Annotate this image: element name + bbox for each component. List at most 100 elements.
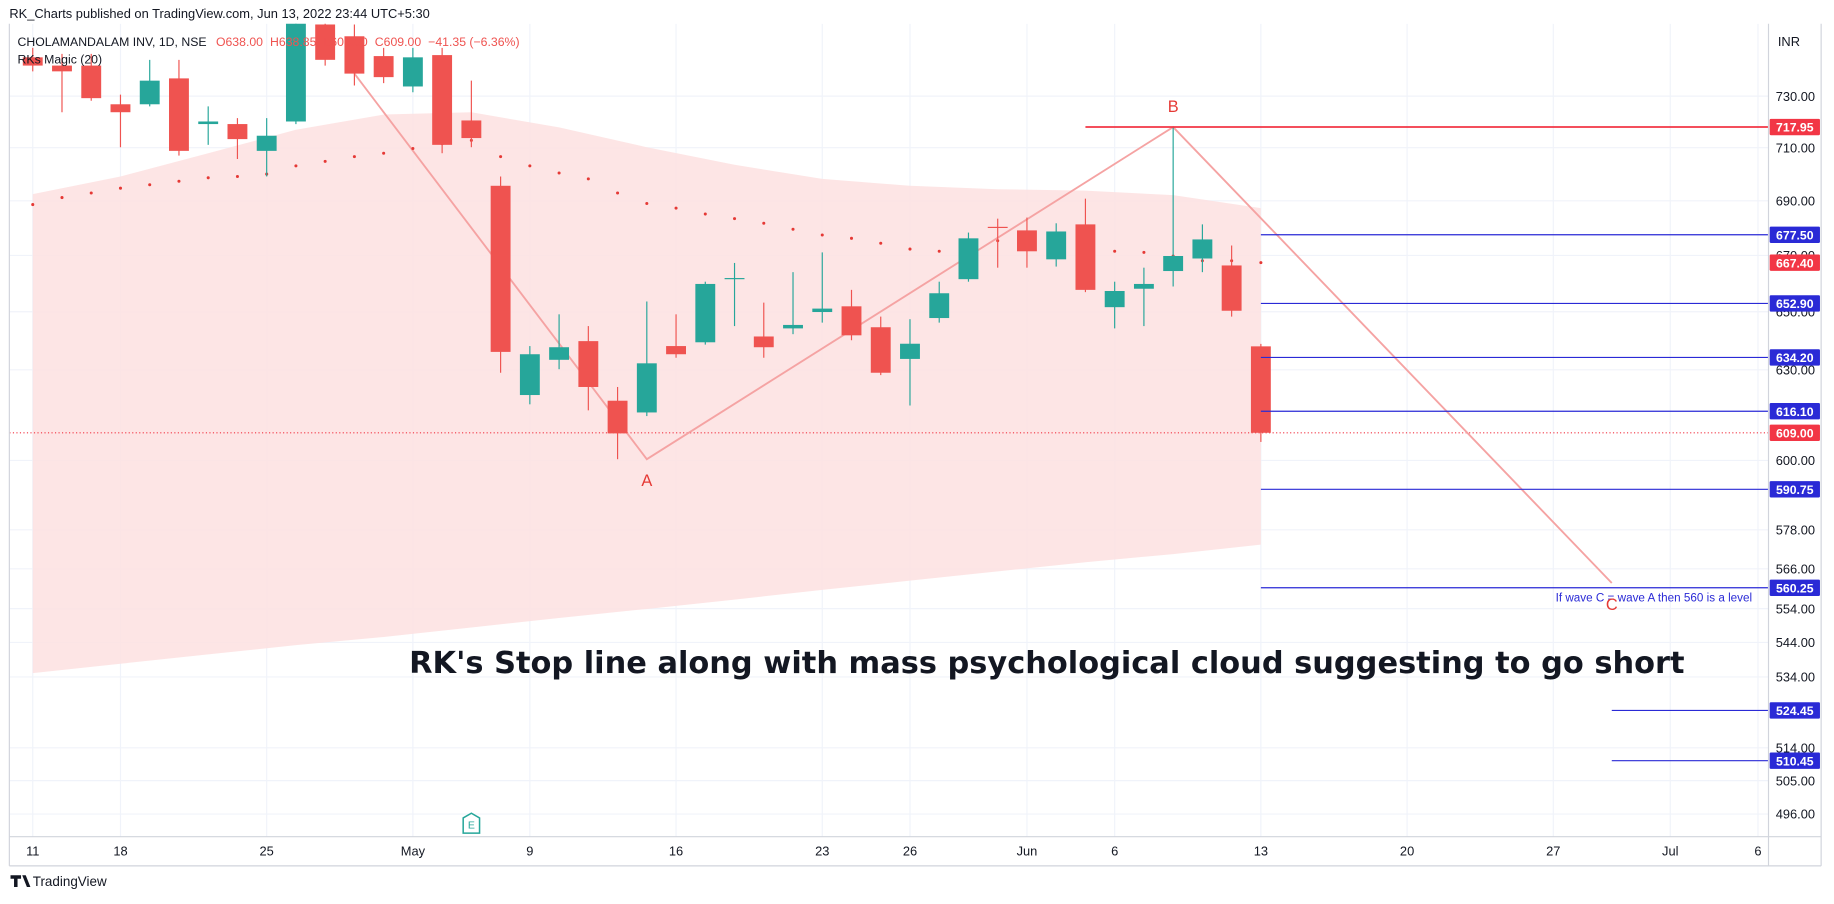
stop-dot <box>89 191 93 195</box>
candle-body <box>929 293 950 319</box>
x-tick-label: 27 <box>1546 843 1560 858</box>
stop-dot <box>557 171 561 175</box>
stop-dot <box>294 164 298 168</box>
y-tick-label: 566.00 <box>1776 561 1815 576</box>
candle-body <box>900 343 920 359</box>
candle-body <box>432 55 453 145</box>
candle-body <box>753 336 774 348</box>
candle-body <box>461 120 482 139</box>
x-tick-label: 9 <box>526 843 533 858</box>
earnings-badge <box>462 812 481 834</box>
price-badge <box>1769 254 1820 271</box>
y-tick-label: 710.00 <box>1776 140 1815 155</box>
stop-dot <box>674 206 678 210</box>
annotation: RK's Stop line along with mass psycholog… <box>409 646 1684 681</box>
stop-dot <box>31 203 35 207</box>
ohlc-close: C609.00 <box>375 35 422 49</box>
y-tick-label: 600.00 <box>1776 453 1815 468</box>
candle-body <box>110 104 131 113</box>
ohlc-change: −41.35 (−6.36%) <box>428 35 519 49</box>
stop-dot <box>382 151 386 155</box>
candle-body <box>1104 290 1125 308</box>
x-tick-label: Jul <box>1662 843 1678 858</box>
candle-body <box>285 23 306 122</box>
candle-body <box>81 65 102 99</box>
y-tick-label: 514.00 <box>1776 741 1815 756</box>
stop-dot <box>60 196 64 200</box>
stop-dot <box>908 247 912 251</box>
y-tick-label: 730.00 <box>1776 89 1815 104</box>
price-badge <box>1769 349 1820 366</box>
candle-body <box>52 65 72 72</box>
candle-body <box>315 24 336 60</box>
footer: TradingView <box>33 874 107 889</box>
stop-dot <box>411 146 415 151</box>
currency: INR <box>1778 34 1800 49</box>
candle-body <box>1192 239 1213 259</box>
wave-label: B <box>1168 98 1179 116</box>
candle-body <box>783 324 803 329</box>
candle-body <box>1017 230 1037 252</box>
plot-area <box>9 23 1769 837</box>
price-badge-label: 677.50 <box>1776 228 1814 242</box>
stop-dot <box>1113 249 1117 253</box>
x-tick-label: 13 <box>1254 843 1268 858</box>
price-badge-label: 652.90 <box>1776 297 1814 311</box>
price-badge-label: 560.25 <box>1776 581 1814 595</box>
price-badge-label: 524.45 <box>1776 704 1814 718</box>
candle-body <box>870 327 891 373</box>
price-badge <box>1769 295 1820 312</box>
stop-dot <box>177 179 181 183</box>
stop-dot <box>586 177 590 181</box>
legend: CHOLAMANDALAM INV, 1D, NSE O638.00 H638.85… <box>18 35 520 49</box>
stop-dot <box>937 249 941 253</box>
price-badge <box>1769 702 1820 719</box>
earnings-icon: E <box>462 812 481 834</box>
candle-body <box>519 354 540 396</box>
axes: 730.00710.00690.00670.00650.00630.00600.… <box>26 89 1815 859</box>
stop-dot <box>616 191 620 195</box>
stop-dot <box>323 159 327 163</box>
candle-body <box>402 57 423 87</box>
price-badge <box>1769 579 1820 596</box>
x-tick-label: 26 <box>903 843 917 858</box>
price-badge <box>1769 481 1820 498</box>
price-badge-label: 510.45 <box>1776 754 1814 768</box>
price-badge-label: 667.40 <box>1776 256 1814 270</box>
candle-body <box>724 278 745 280</box>
candle-body <box>578 341 599 387</box>
y-tick-label: 578.00 <box>1776 523 1815 538</box>
candle-body <box>1133 283 1154 289</box>
x-tick-label: 18 <box>113 843 127 858</box>
candle-body <box>549 347 570 360</box>
stop-dot <box>879 241 883 245</box>
candle-body <box>1046 231 1067 260</box>
price-badge <box>1769 424 1820 441</box>
price-badge-label: 717.95 <box>1776 121 1814 135</box>
candle-body <box>227 124 248 140</box>
indicator-label: RKs Magic (20) <box>18 53 103 67</box>
candle-body <box>812 308 833 313</box>
candle-body <box>695 283 716 343</box>
price-badge <box>1769 226 1820 243</box>
ohlc-high: H638.85 <box>270 35 317 49</box>
candle-body <box>490 185 511 352</box>
symbol: CHOLAMANDALAM INV, 1D, NSE <box>18 35 207 49</box>
x-tick-label: May <box>401 843 426 858</box>
y-tick-label: 630.00 <box>1776 362 1815 377</box>
stop-dot <box>206 176 210 180</box>
y-tick-label: 505.00 <box>1776 773 1815 788</box>
candle-body <box>958 238 979 280</box>
stop-dot <box>762 221 766 225</box>
earnings-letter: E <box>468 819 475 831</box>
candle-body <box>1221 265 1242 311</box>
y-tick-label: 544.00 <box>1776 635 1815 650</box>
candle-body <box>607 400 628 434</box>
stop-dot <box>148 183 152 187</box>
candle-body <box>636 363 657 413</box>
wave-label: C <box>1606 596 1618 614</box>
footer-logo: TradingView <box>10 874 107 889</box>
y-tick-label: 554.00 <box>1776 601 1815 616</box>
stop-dot <box>352 155 356 159</box>
